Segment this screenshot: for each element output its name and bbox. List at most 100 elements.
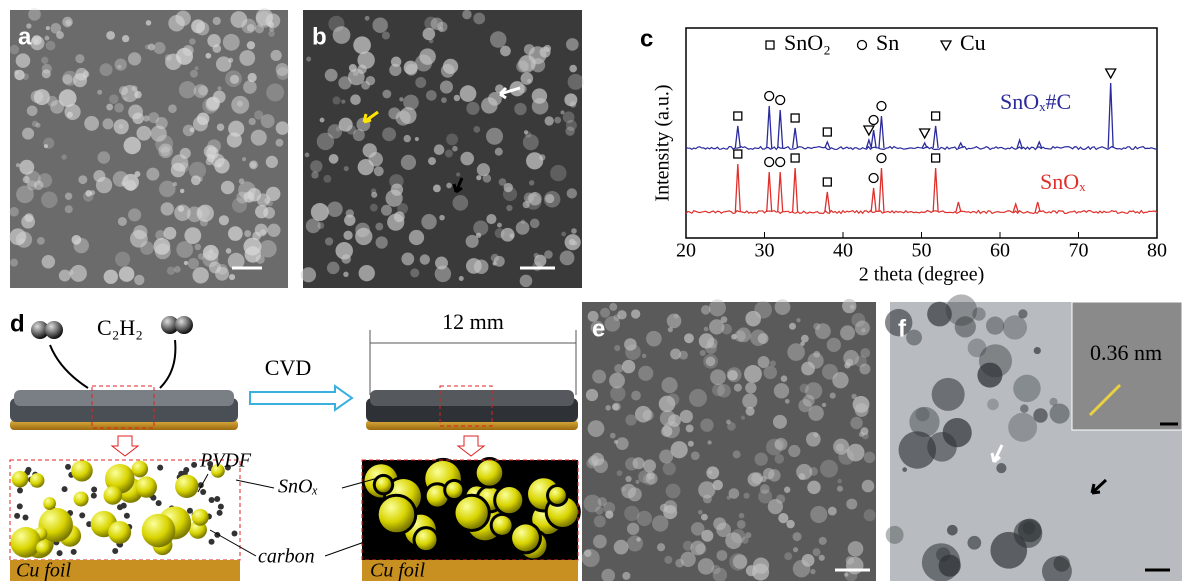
texture	[27, 105, 38, 116]
peak	[735, 126, 740, 148]
texture	[729, 488, 740, 499]
carbon	[121, 503, 127, 509]
texture	[242, 157, 246, 161]
texture	[357, 51, 374, 68]
texture	[43, 138, 54, 149]
texture	[376, 236, 388, 248]
sno-particle	[379, 497, 415, 533]
texture	[441, 97, 447, 103]
texture	[754, 301, 772, 319]
texture	[114, 103, 124, 113]
texture	[68, 270, 73, 275]
texture	[97, 151, 110, 164]
texture	[310, 160, 322, 172]
carbon	[71, 549, 77, 555]
texture	[276, 139, 284, 147]
peak	[735, 164, 740, 212]
texture	[249, 118, 256, 125]
x-tick-label: 50	[912, 240, 932, 262]
carbon	[79, 512, 85, 518]
texture	[16, 231, 32, 247]
texture	[837, 479, 842, 484]
texture	[689, 389, 707, 407]
texture	[62, 74, 72, 84]
texture	[374, 166, 384, 176]
texture	[183, 125, 195, 137]
texture	[452, 146, 458, 152]
texture	[745, 382, 756, 393]
texture	[188, 258, 199, 269]
texture	[661, 426, 672, 437]
texture	[267, 224, 280, 237]
texture	[846, 499, 857, 510]
texture	[488, 92, 502, 106]
texture	[473, 13, 485, 25]
texture	[571, 228, 577, 234]
texture	[534, 253, 539, 258]
y-axis-label: Intensity (a.u.)	[652, 84, 674, 201]
texture	[862, 480, 875, 493]
texture	[499, 178, 507, 186]
texture	[130, 230, 148, 248]
carbon	[124, 513, 130, 519]
texture	[228, 226, 243, 241]
texture	[106, 31, 115, 40]
texture	[773, 415, 787, 429]
texture	[851, 394, 856, 399]
marker-triangle	[1106, 69, 1116, 78]
texture	[456, 172, 460, 176]
carbon	[65, 464, 71, 470]
texture	[230, 11, 247, 28]
texture	[164, 227, 177, 240]
texture	[646, 331, 662, 347]
marker-square	[823, 128, 831, 136]
texture	[344, 214, 355, 225]
texture	[819, 555, 825, 561]
legend-label: SnO₂	[784, 30, 831, 55]
texture	[46, 41, 56, 51]
texture	[706, 466, 719, 479]
carbon	[209, 497, 215, 503]
carbon	[23, 515, 29, 521]
texture	[563, 111, 575, 123]
texture	[545, 194, 554, 203]
texture	[45, 36, 50, 41]
texture	[603, 502, 615, 514]
peak	[956, 202, 961, 212]
panel-label: c	[640, 25, 653, 52]
texture	[734, 384, 742, 392]
texture	[305, 153, 310, 158]
marker-square	[791, 114, 799, 122]
texture	[124, 137, 141, 154]
texture	[713, 517, 726, 530]
texture	[65, 193, 72, 200]
carbon	[157, 465, 163, 471]
texture	[775, 299, 791, 315]
texture	[711, 565, 720, 574]
texture	[700, 418, 713, 431]
texture	[712, 383, 725, 396]
texture	[161, 202, 174, 215]
texture	[100, 63, 113, 76]
texture	[433, 184, 441, 192]
texture	[733, 554, 748, 569]
texture	[252, 232, 261, 241]
texture	[664, 556, 672, 564]
texture	[845, 359, 853, 367]
texture	[737, 520, 746, 529]
legend-label: Sn	[876, 30, 899, 55]
texture	[435, 266, 451, 282]
texture	[473, 220, 488, 235]
texture	[35, 123, 40, 128]
carbon	[156, 500, 162, 506]
sno-particle	[108, 521, 131, 544]
texture	[219, 215, 229, 225]
texture	[625, 414, 636, 425]
texture	[744, 493, 750, 499]
texture	[16, 163, 20, 167]
texture	[22, 128, 34, 140]
texture	[793, 532, 802, 541]
texture	[806, 432, 821, 447]
texture	[698, 510, 703, 515]
texture	[609, 303, 617, 311]
